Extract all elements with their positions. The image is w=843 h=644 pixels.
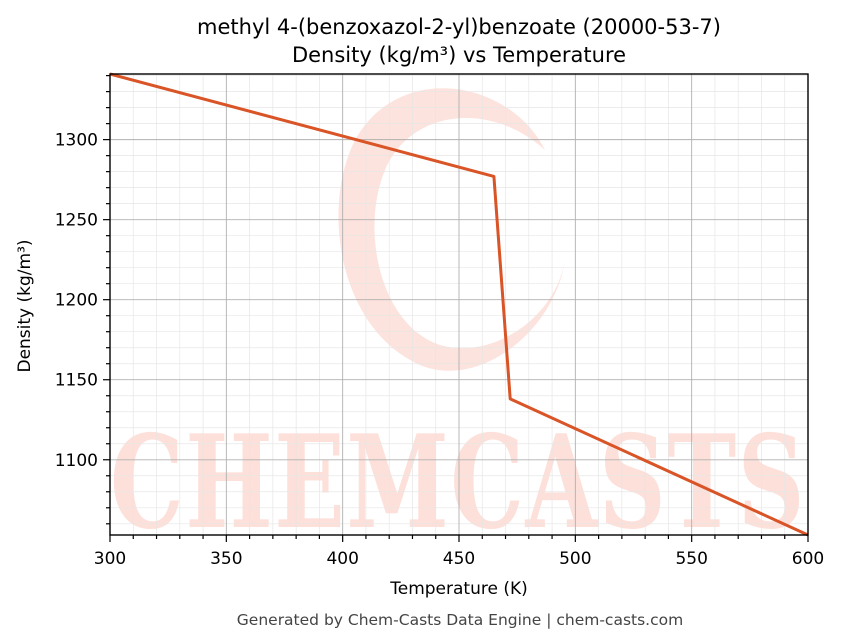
x-tick-label: 550 [675,549,707,569]
x-tick-labels: 300 350 400 450 500 550 600 [94,549,824,569]
axis-ticks [103,75,809,542]
y-tick-label: 1200 [55,291,98,311]
x-tick-label: 350 [210,549,242,569]
x-axis-label: Temperature (K) [389,579,528,599]
y-tick-label: 1150 [55,371,98,391]
x-tick-label: 400 [326,549,358,569]
density-series-line [109,72,809,537]
series-layer [109,72,809,537]
major-grid [109,74,809,535]
chart-subtitle: Density (kg/m³) vs Temperature [292,43,626,67]
chemcasts-watermark: CHEMCASTS [110,88,806,558]
y-axis-label: Density (kg/m³) [15,239,35,372]
x-tick-label: 500 [559,549,591,569]
y-tick-label: 1250 [55,211,98,231]
y-tick-label: 1100 [55,451,98,471]
y-tick-labels: 1100 1150 1200 1250 1300 [55,131,98,471]
chart-title: methyl 4-(benzoxazol-2-yl)benzoate (2000… [197,15,721,39]
watermark-swirl [338,88,565,371]
watermark-text: CHEMCASTS [110,408,806,558]
x-tick-label: 450 [443,549,475,569]
footer-credit: Generated by Chem-Casts Data Engine | ch… [237,611,683,629]
y-tick-label: 1300 [55,131,98,151]
x-tick-label: 600 [792,549,824,569]
x-tick-label: 300 [94,549,126,569]
